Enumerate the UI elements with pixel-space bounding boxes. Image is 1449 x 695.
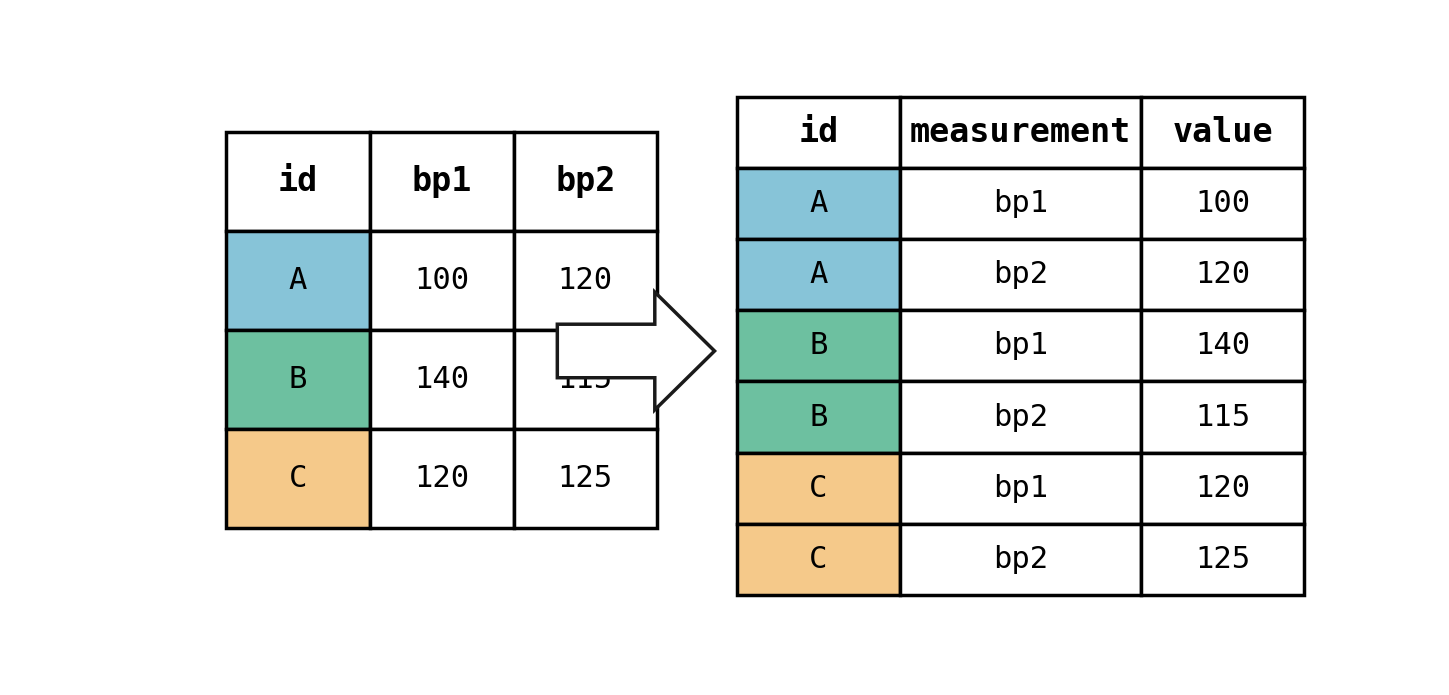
Text: value: value	[1172, 116, 1274, 149]
Bar	[513, 131, 658, 231]
Text: C: C	[288, 464, 307, 493]
Bar	[1142, 452, 1304, 524]
Text: bp1: bp1	[993, 474, 1048, 502]
Bar	[900, 239, 1142, 310]
Text: bp2: bp2	[993, 402, 1048, 432]
Bar	[513, 231, 658, 329]
Bar	[1142, 168, 1304, 239]
Text: B: B	[288, 365, 307, 393]
Text: A: A	[809, 189, 827, 218]
Bar	[1142, 382, 1304, 452]
Text: 120: 120	[558, 265, 613, 295]
Bar	[738, 168, 900, 239]
Bar	[738, 524, 900, 595]
Text: 120: 120	[1195, 260, 1250, 289]
Bar	[738, 382, 900, 452]
Bar	[900, 310, 1142, 382]
Bar	[226, 131, 369, 231]
Bar	[1142, 524, 1304, 595]
Text: C: C	[809, 474, 827, 502]
Text: B: B	[809, 402, 827, 432]
Text: 100: 100	[414, 265, 469, 295]
Text: 140: 140	[414, 365, 469, 393]
Bar	[226, 329, 369, 429]
Text: 115: 115	[1195, 402, 1250, 432]
Bar	[369, 231, 513, 329]
Text: 115: 115	[558, 365, 613, 393]
Text: 100: 100	[1195, 189, 1250, 218]
Text: bp1: bp1	[993, 332, 1048, 361]
Text: bp2: bp2	[993, 260, 1048, 289]
Bar	[900, 97, 1142, 168]
Bar	[369, 131, 513, 231]
Bar	[1142, 97, 1304, 168]
Bar	[900, 168, 1142, 239]
Text: bp2: bp2	[993, 545, 1048, 574]
Bar	[738, 452, 900, 524]
Bar	[513, 329, 658, 429]
Bar	[900, 382, 1142, 452]
Text: C: C	[809, 545, 827, 574]
Bar	[226, 231, 369, 329]
Bar	[226, 429, 369, 528]
Bar	[369, 429, 513, 528]
Text: B: B	[809, 332, 827, 361]
Bar	[1142, 310, 1304, 382]
Text: 120: 120	[1195, 474, 1250, 502]
Bar	[738, 310, 900, 382]
Text: bp2: bp2	[555, 165, 616, 197]
Bar	[513, 429, 658, 528]
Text: 140: 140	[1195, 332, 1250, 361]
Text: bp1: bp1	[412, 165, 472, 197]
Bar	[900, 524, 1142, 595]
Text: A: A	[288, 265, 307, 295]
Text: bp1: bp1	[993, 189, 1048, 218]
Text: A: A	[809, 260, 827, 289]
Text: 120: 120	[414, 464, 469, 493]
Bar	[900, 452, 1142, 524]
Text: 125: 125	[558, 464, 613, 493]
Text: id: id	[798, 116, 839, 149]
Text: id: id	[278, 165, 317, 197]
Text: 125: 125	[1195, 545, 1250, 574]
Text: measurement: measurement	[910, 116, 1132, 149]
Polygon shape	[558, 292, 714, 410]
Bar	[369, 329, 513, 429]
Bar	[738, 97, 900, 168]
Bar	[1142, 239, 1304, 310]
Bar	[738, 239, 900, 310]
